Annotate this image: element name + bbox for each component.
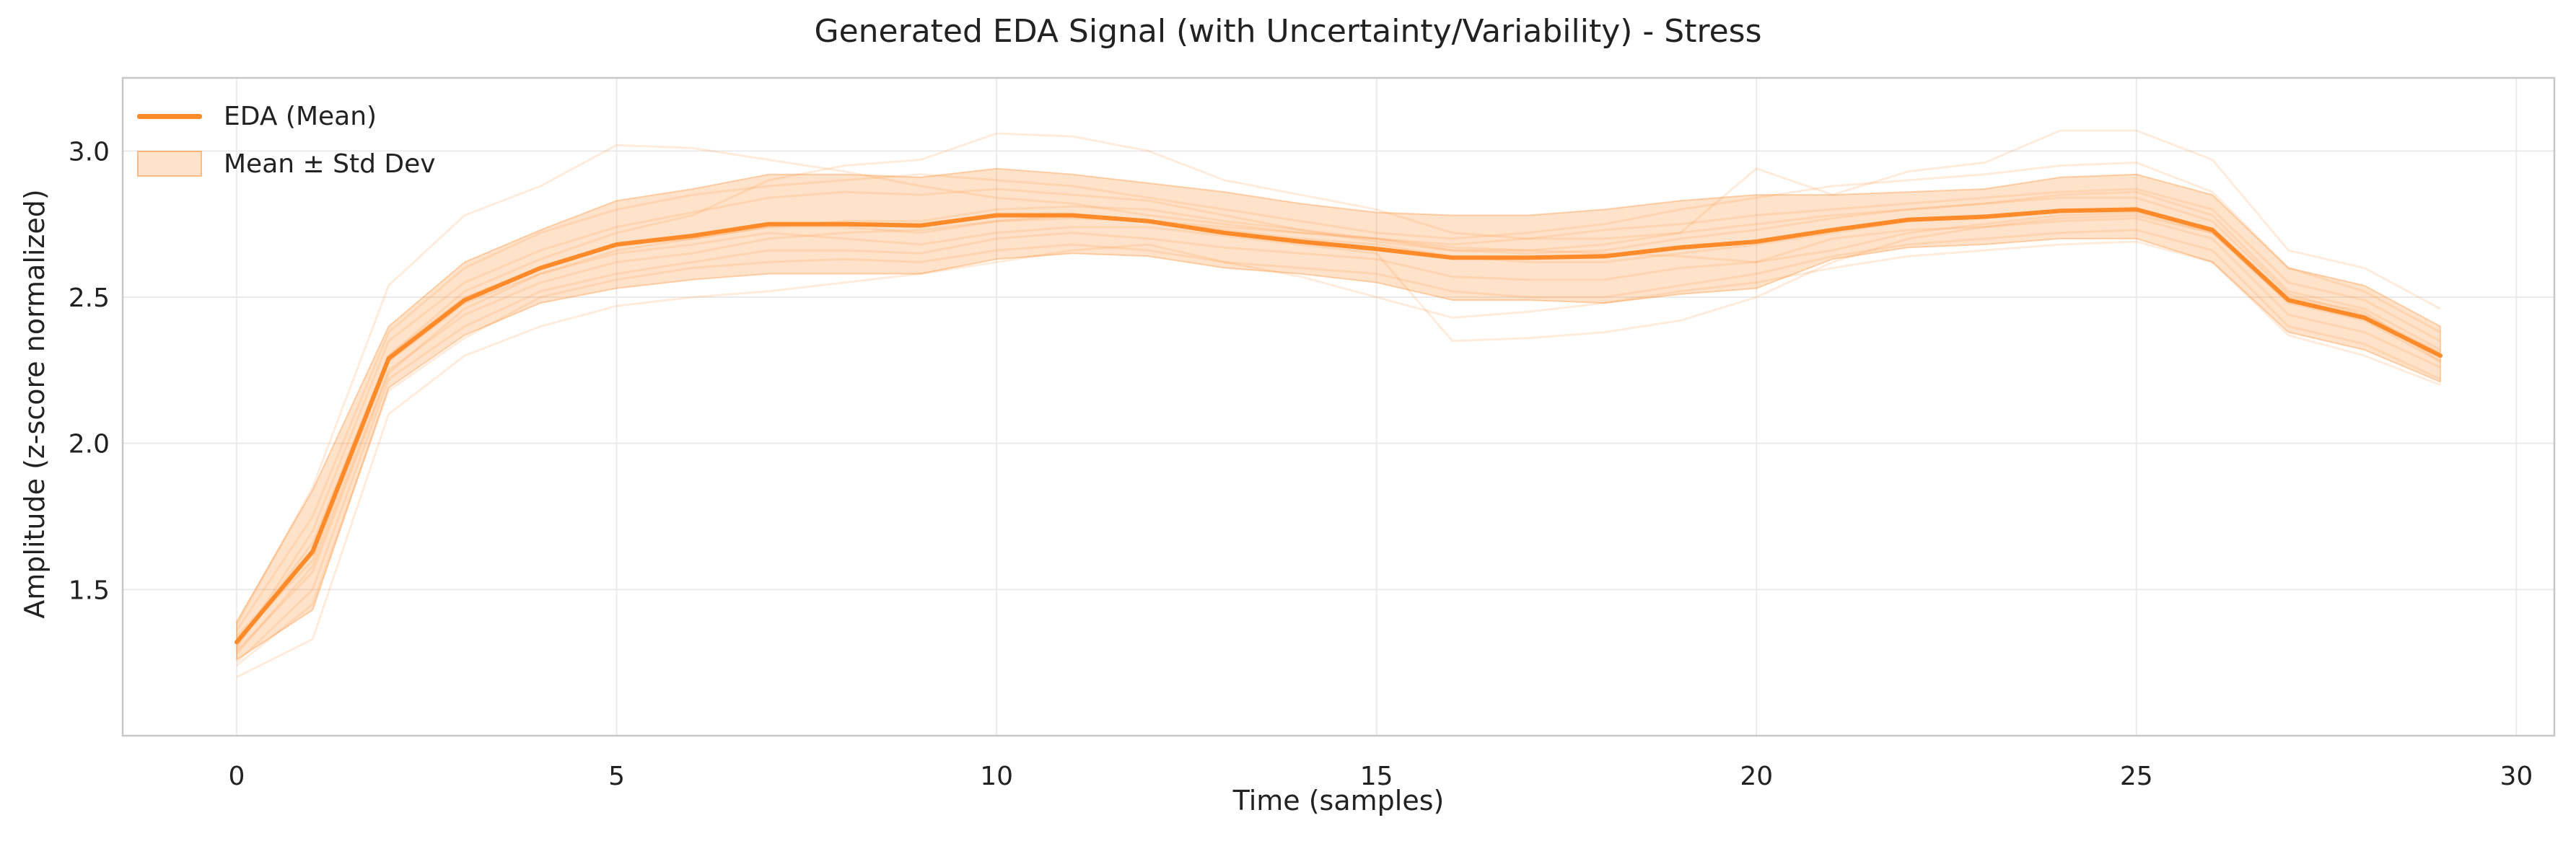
- mean-line: [235, 207, 2443, 645]
- y-tick-label: 1.5: [69, 576, 110, 605]
- legend-item-mean: EDA (Mean): [137, 92, 436, 140]
- y-tick-label: 2.5: [69, 283, 110, 313]
- legend-label-mean: EDA (Mean): [224, 101, 377, 131]
- std-band-layer: [236, 167, 2441, 661]
- chart-title: Generated EDA Signal (with Uncertainty/V…: [814, 13, 1762, 50]
- sample-trace: [235, 217, 2441, 664]
- sample-trace: [235, 188, 2441, 649]
- sample-trace: [235, 132, 2441, 638]
- sample-trace: [235, 161, 2441, 631]
- y-axis-label: Amplitude (z-score normalized): [19, 189, 51, 619]
- x-tick-label: 20: [1740, 762, 1773, 791]
- legend-swatch-mean: [137, 113, 202, 119]
- legend-label-band: Mean ± Std Dev: [224, 149, 436, 179]
- legend-item-band: Mean ± Std Dev: [137, 140, 436, 188]
- grid-layer: [123, 78, 2554, 736]
- x-tick-label: 25: [2120, 762, 2153, 791]
- x-tick-label: 10: [980, 762, 1013, 791]
- sample-trace: [235, 144, 2441, 625]
- x-tick-label: 15: [1360, 762, 1393, 791]
- x-tick-label: 5: [608, 762, 625, 791]
- y-tick-label: 2.0: [69, 430, 110, 459]
- legend: EDA (Mean) Mean ± Std Dev: [137, 92, 436, 188]
- sample-trace: [235, 129, 2441, 652]
- sample-trace: [236, 229, 2441, 666]
- plot-frame: [121, 76, 2556, 737]
- sample-trace: [235, 213, 2441, 640]
- x-axis-label: Time (samples): [1232, 785, 1445, 816]
- x-tick-label: 0: [229, 762, 245, 791]
- sample-trace: [235, 211, 2441, 655]
- mean-line-layer: [235, 207, 2443, 645]
- tick-labels: 0 5 10 15 20 25 30 1.5 2.0 2.5 3.0: [69, 137, 2533, 791]
- sample-traces: [235, 129, 2441, 679]
- x-tick-label: 30: [2500, 762, 2533, 791]
- legend-swatch-band: [137, 151, 202, 177]
- y-tick-label: 3.0: [69, 137, 110, 167]
- std-dev-band: [236, 167, 2441, 661]
- sample-trace: [236, 240, 2441, 679]
